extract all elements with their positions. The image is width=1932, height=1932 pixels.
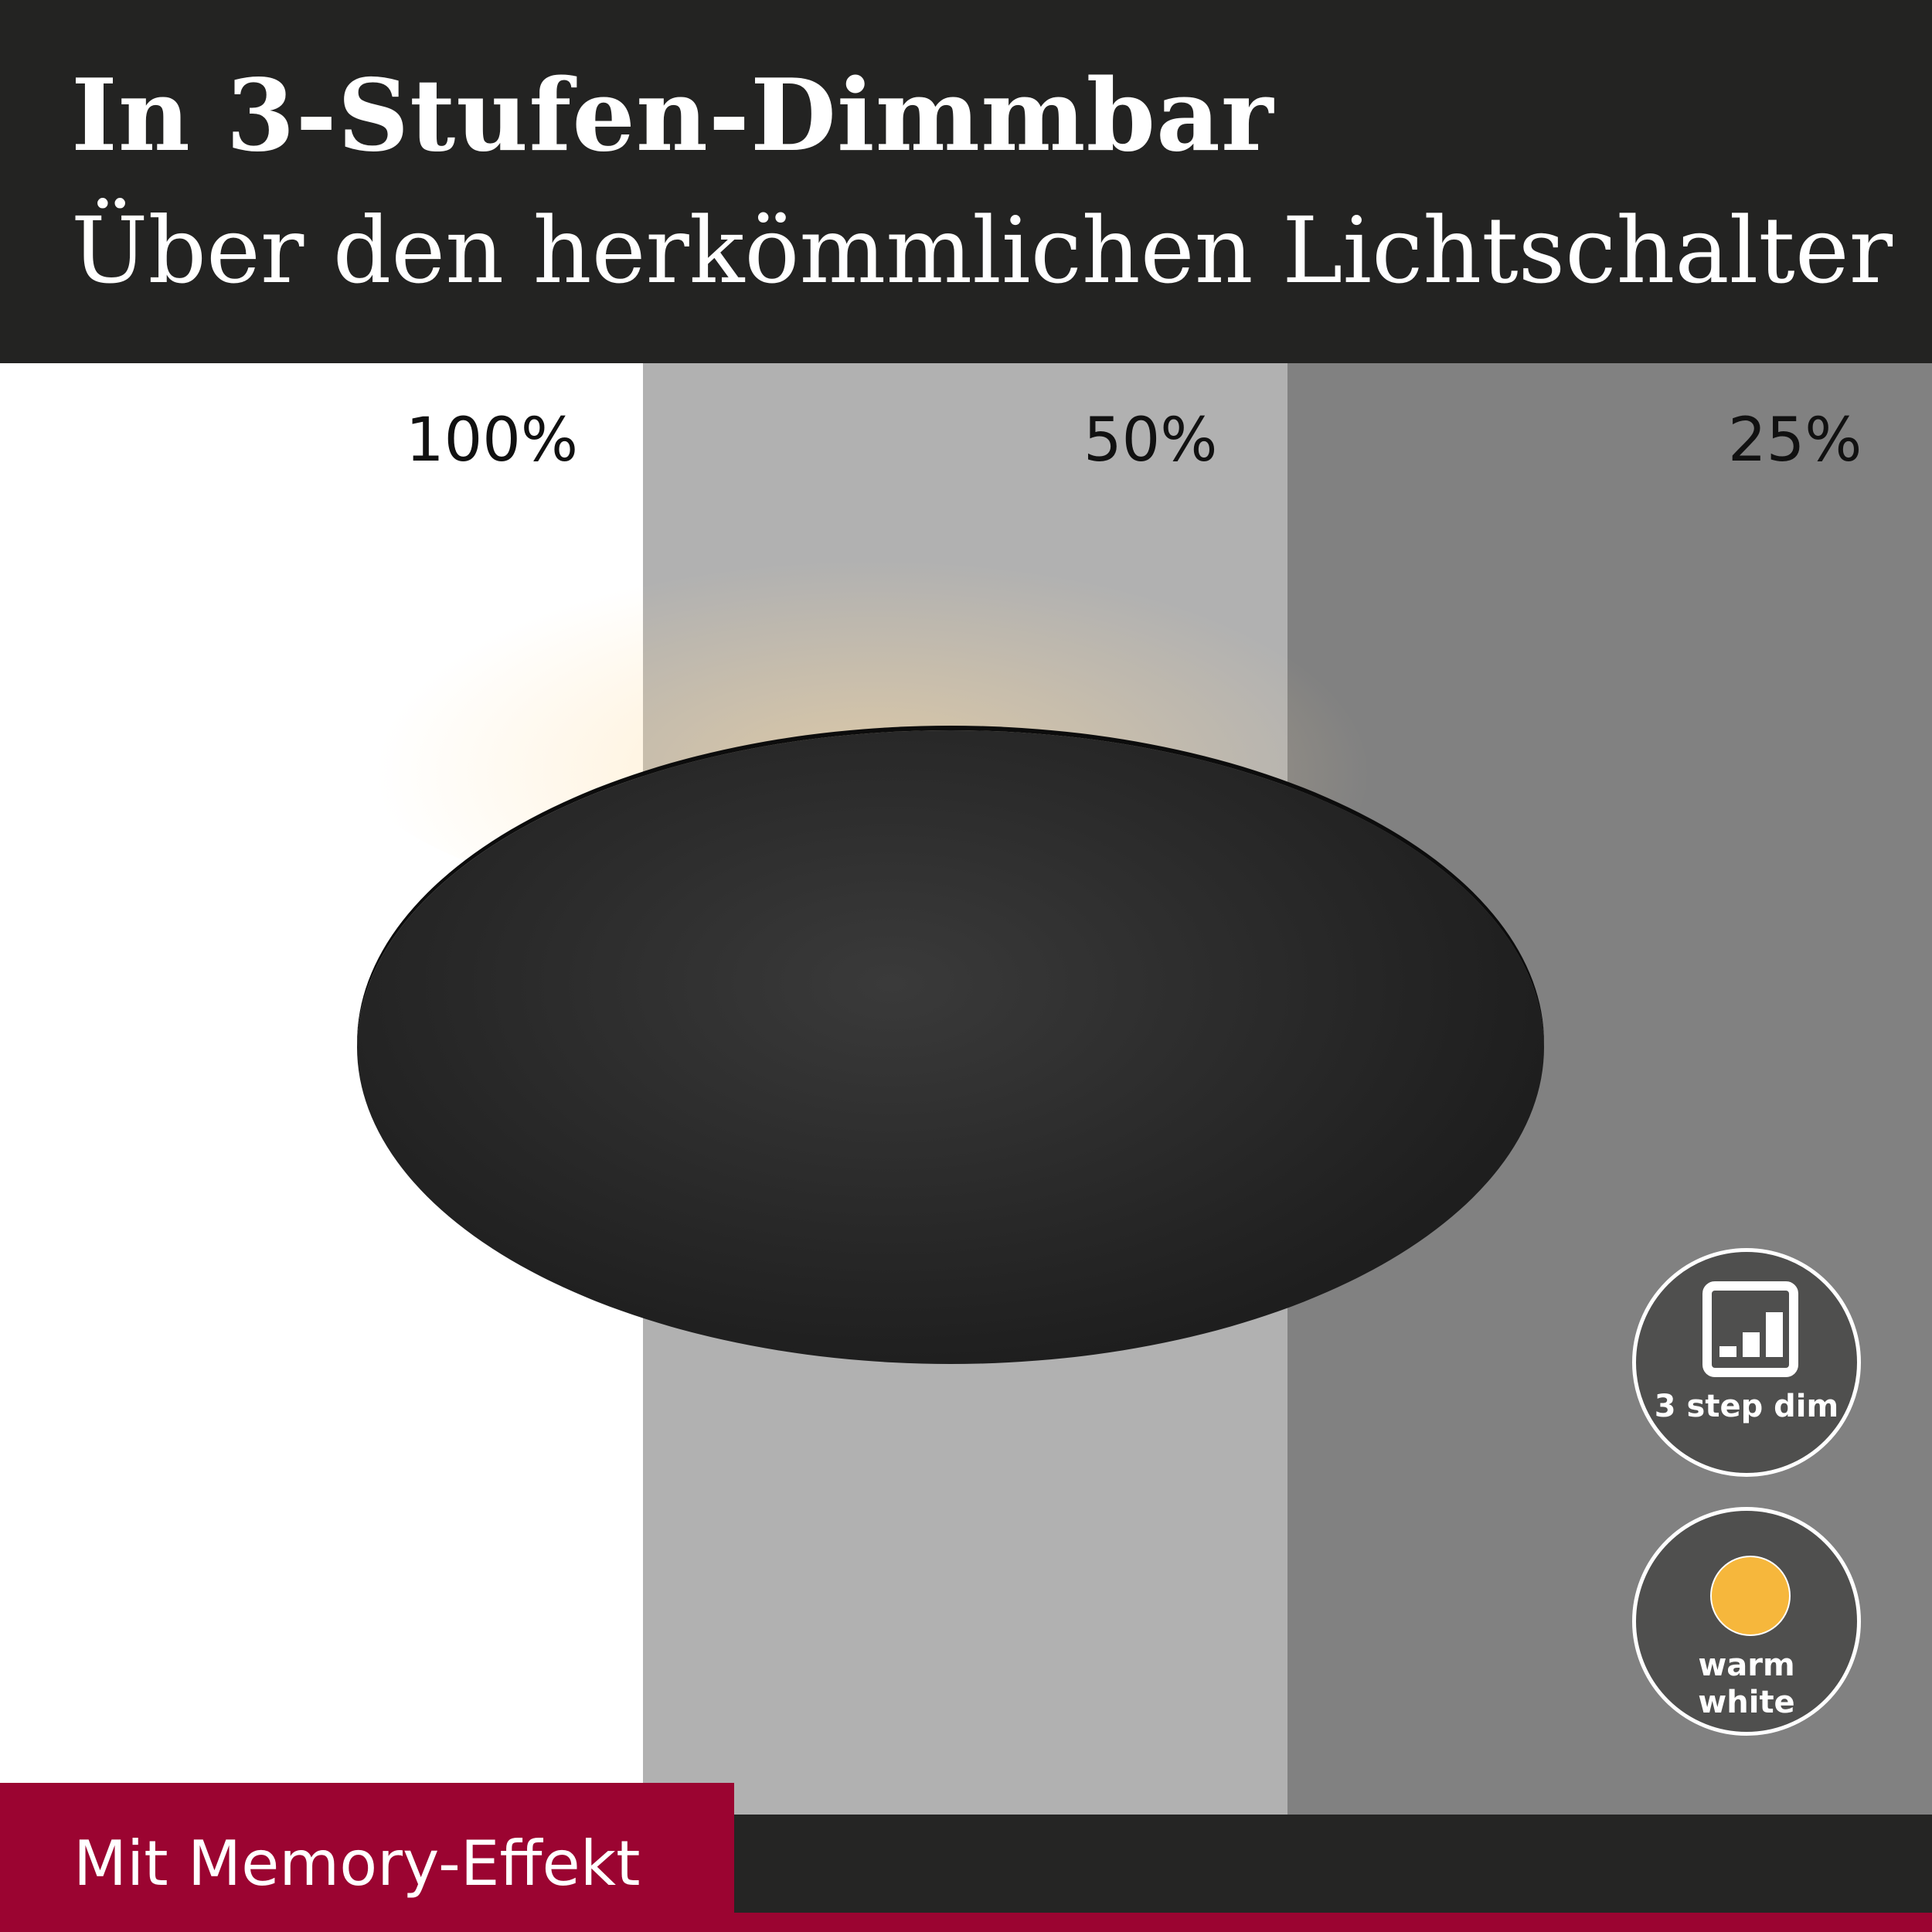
warm-white-badge: warm white bbox=[1632, 1507, 1861, 1736]
dim-badge-label: 3 step dim bbox=[1654, 1389, 1839, 1424]
level-label-100: 100% bbox=[406, 406, 578, 475]
level-label-25: 25% bbox=[1728, 406, 1862, 475]
warm-label: warm bbox=[1698, 1648, 1795, 1683]
header-banner: In 3-Stufen-Dimmbar Über den herkömmlich… bbox=[0, 0, 1932, 363]
signal-bars-icon bbox=[1702, 1281, 1798, 1377]
warm-light-dot-icon bbox=[1710, 1556, 1791, 1636]
page-title: In 3-Stufen-Dimmbar bbox=[71, 58, 1274, 174]
three-step-dim-badge: 3 step dim bbox=[1632, 1248, 1861, 1477]
level-label-50: 50% bbox=[1083, 406, 1218, 475]
page-subtitle: Über den herkömmlichen Lichtschalter bbox=[71, 197, 1893, 304]
felt-ceiling-lamp-image bbox=[357, 730, 1544, 1364]
memory-effect-label: Mit Memory-Effekt bbox=[73, 1828, 641, 1900]
memory-effect-banner: Mit Memory-Effekt bbox=[0, 1783, 734, 1932]
lamp-dim-overlay bbox=[643, 730, 1287, 1364]
white-label: white bbox=[1698, 1685, 1795, 1720]
